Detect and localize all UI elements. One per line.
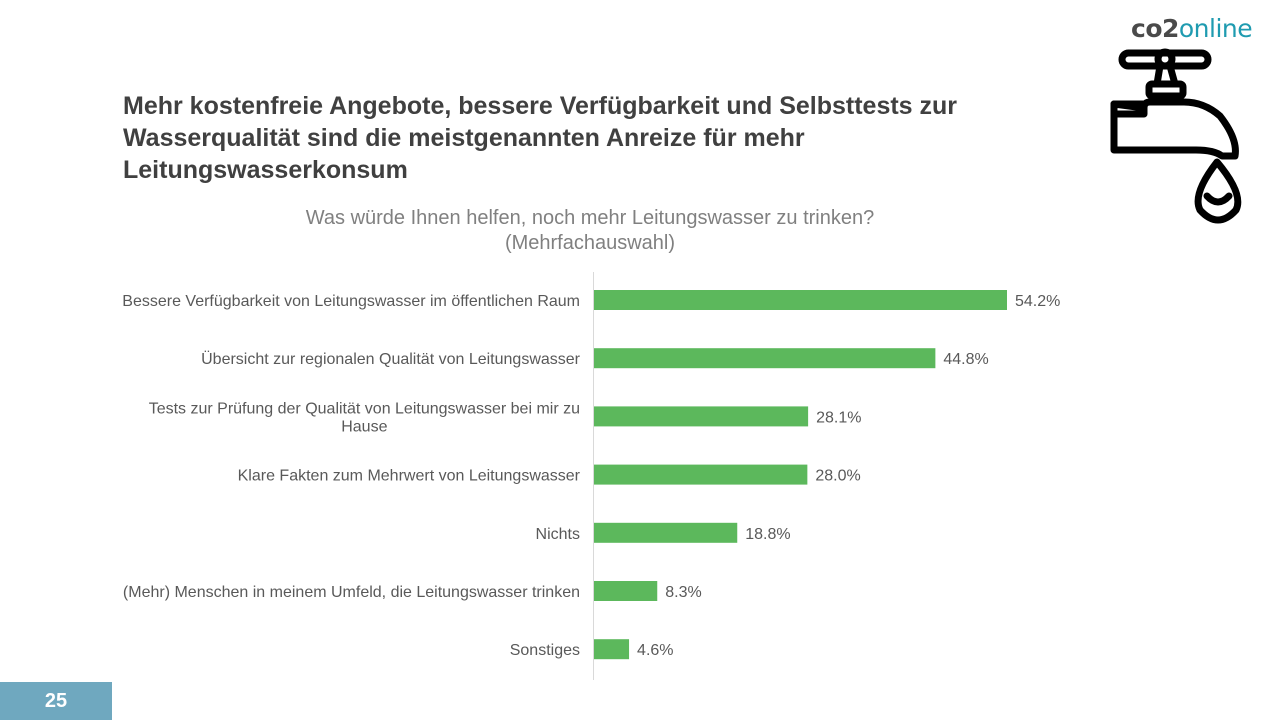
category-label-1: Bessere Verfügbarkeit von Leitungswasser… bbox=[122, 293, 580, 310]
category-label-4: Klare Fakten zum Mehrwert von Leitungswa… bbox=[238, 468, 581, 485]
value-label-3: 28.1% bbox=[816, 409, 861, 426]
bar-1 bbox=[594, 290, 1007, 310]
category-label-2: Übersicht zur regionalen Qualität von Le… bbox=[201, 350, 581, 368]
value-label-4: 28.0% bbox=[815, 468, 860, 485]
category-label-5: Nichts bbox=[536, 526, 580, 543]
logo-online-text: online bbox=[1178, 14, 1253, 43]
value-label-6: 8.3% bbox=[665, 584, 701, 601]
value-label-1: 54.2% bbox=[1015, 293, 1060, 310]
bar-6 bbox=[594, 581, 658, 601]
water-tap-icon bbox=[1110, 48, 1242, 224]
chart-question-line1: Was würde Ihnen helfen, noch mehr Leitun… bbox=[305, 207, 875, 229]
chart-question-line2: (Mehrfachauswahl) bbox=[504, 232, 676, 254]
category-label-7: Sonstiges bbox=[510, 642, 580, 659]
headline: Mehr kostenfreie Angebote, bessere Verfü… bbox=[123, 92, 958, 184]
page-number-badge: 25 bbox=[0, 682, 112, 720]
category-label-3: Tests zur Prüfung der Qualität von Leitu… bbox=[149, 400, 580, 435]
bar-3 bbox=[594, 406, 809, 427]
logo-co2-text: co2 bbox=[1131, 14, 1179, 43]
co2online-logo: co2online bbox=[1131, 14, 1253, 44]
value-label-5: 18.8% bbox=[745, 526, 790, 543]
bar-2 bbox=[594, 348, 936, 369]
value-label-7: 4.6% bbox=[637, 642, 673, 659]
bar-4 bbox=[594, 464, 808, 485]
value-label-2: 44.8% bbox=[943, 351, 988, 368]
category-label-6: (Mehr) Menschen in meinem Umfeld, die Le… bbox=[123, 584, 580, 601]
bar-5 bbox=[594, 522, 738, 543]
chart-question: Was würde Ihnen helfen, noch mehr Leitun… bbox=[200, 206, 980, 256]
bar-7 bbox=[594, 639, 630, 660]
